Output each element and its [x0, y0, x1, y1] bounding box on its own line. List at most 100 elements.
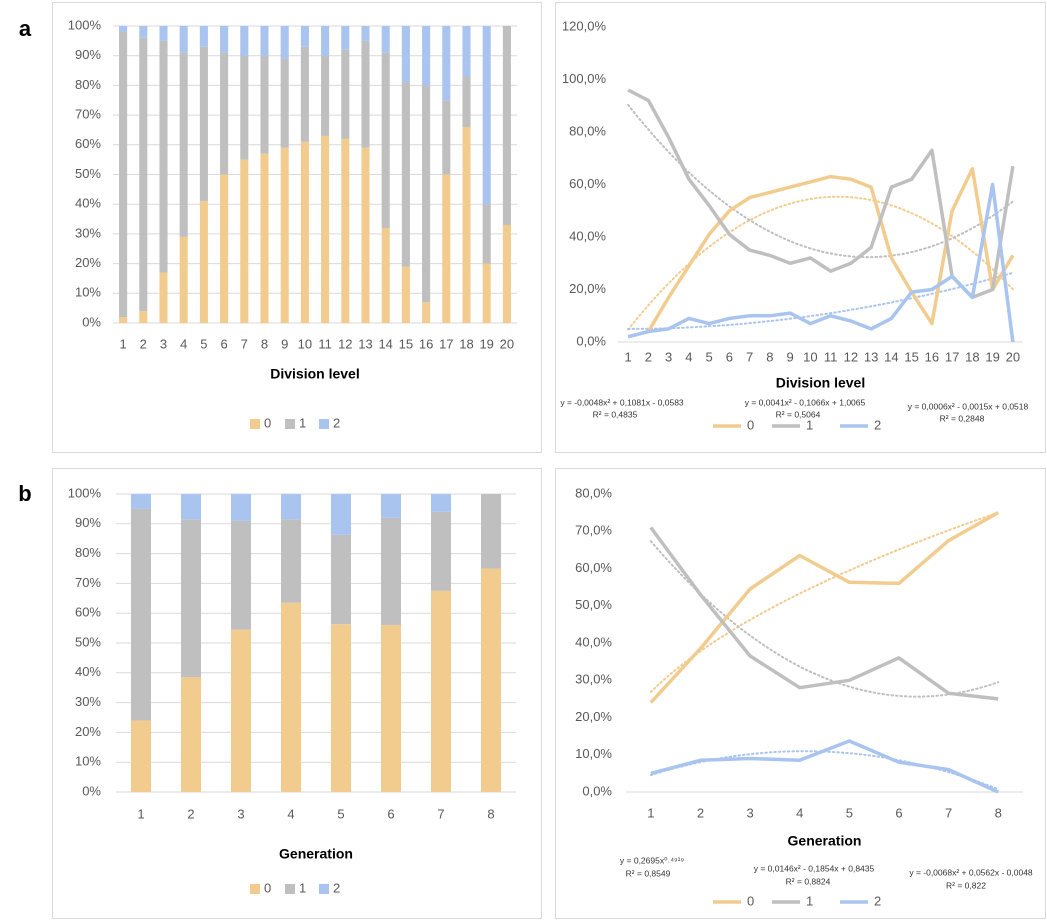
bar: [181, 677, 201, 792]
legend-swatch: [285, 419, 295, 429]
y-tick-label: 0,0%: [576, 333, 606, 348]
legend-label: 1: [806, 893, 813, 908]
y-tick-label: 120,0%: [562, 18, 607, 33]
panel-frame: [52, 468, 542, 919]
trendline: [649, 511, 1000, 693]
bar: [361, 147, 370, 323]
x-tick-label: 5: [846, 805, 853, 820]
x-axis-title: Division level: [270, 366, 359, 382]
bar: [361, 40, 370, 148]
legend-label: 2: [333, 415, 340, 430]
bar: [119, 317, 128, 323]
x-tick-label: 1: [625, 349, 632, 364]
bar: [401, 266, 410, 323]
bar: [431, 590, 451, 792]
legend-swatch: [250, 884, 260, 894]
x-tick-label: 3: [665, 349, 672, 364]
bar: [341, 26, 350, 50]
x-tick-label: 10: [803, 349, 817, 364]
x-tick-label: 7: [241, 336, 248, 351]
x-tick-label: 5: [200, 336, 207, 351]
bar: [381, 52, 390, 228]
legend-label: 2: [874, 417, 881, 432]
bar: [131, 494, 151, 509]
bar: [381, 494, 401, 518]
x-tick-label: 13: [358, 336, 372, 351]
y-tick-label: 70%: [75, 107, 101, 122]
bar: [381, 625, 401, 792]
trendline: [649, 540, 1000, 698]
x-axis-title: Division level: [776, 375, 865, 391]
panel-frame: [52, 2, 542, 453]
x-tick-label: 6: [387, 806, 394, 821]
bar: [139, 26, 148, 38]
bar: [131, 720, 151, 792]
x-tick-label: 11: [318, 336, 332, 351]
bar: [442, 174, 451, 323]
y-tick-label: 20,0%: [575, 709, 612, 724]
y-tick-label: 80%: [75, 77, 101, 92]
bar: [482, 26, 491, 205]
bar: [481, 494, 501, 569]
legend-label: 0: [264, 880, 271, 895]
bar: [199, 46, 208, 202]
bar: [231, 520, 251, 630]
bar: [462, 26, 471, 77]
bar: [119, 26, 128, 32]
bar: [341, 49, 350, 139]
y-tick-label: 20,0%: [569, 281, 606, 296]
trend-equation: y = -0,0068x² + 0,0562x - 0,0048: [909, 867, 1033, 877]
bar: [341, 138, 350, 323]
x-tick-label: 17: [439, 336, 453, 351]
x-tick-label: 4: [685, 349, 692, 364]
bar: [321, 26, 330, 56]
panel-label: a: [19, 16, 32, 41]
x-tick-label: 1: [647, 805, 654, 820]
bar: [281, 494, 301, 520]
y-tick-label: 30%: [75, 694, 101, 709]
y-tick-label: 100%: [68, 485, 102, 500]
x-tick-label: 13: [864, 349, 878, 364]
bar: [181, 519, 201, 678]
bar: [331, 624, 351, 792]
x-tick-label: 3: [237, 806, 244, 821]
bar: [240, 159, 249, 323]
y-tick-label: 30,0%: [575, 672, 612, 687]
legend-label: 0: [264, 415, 271, 430]
x-tick-label: 6: [895, 805, 902, 820]
bar: [502, 224, 511, 323]
x-tick-label: 14: [884, 349, 898, 364]
bar: [179, 52, 188, 237]
x-tick-label: 8: [766, 349, 773, 364]
line: [627, 88, 1015, 300]
y-tick-label: 10,0%: [575, 746, 612, 761]
legend-label: 2: [333, 880, 340, 895]
y-tick-label: 50%: [75, 166, 101, 181]
line: [649, 526, 999, 701]
bar: [139, 37, 148, 312]
x-tick-label: 8: [487, 806, 494, 821]
x-tick-label: 5: [706, 349, 713, 364]
bar: [381, 26, 390, 53]
bar: [431, 494, 451, 512]
bar: [462, 76, 471, 127]
x-tick-label: 16: [419, 336, 433, 351]
bar: [179, 236, 188, 323]
bar: [139, 311, 148, 323]
y-tick-label: 70%: [75, 575, 101, 590]
bar: [240, 26, 249, 56]
x-tick-label: 20: [500, 336, 514, 351]
y-tick-label: 40,0%: [569, 228, 606, 243]
bar: [220, 174, 229, 323]
bar: [131, 508, 151, 721]
x-axis-title: Generation: [788, 833, 862, 849]
y-tick-label: 0,0%: [582, 783, 612, 798]
x-tick-label: 20: [1006, 349, 1020, 364]
y-tick-label: 60%: [75, 136, 101, 151]
bar: [231, 629, 251, 792]
x-tick-label: 9: [281, 336, 288, 351]
bar: [260, 26, 269, 56]
bar: [119, 31, 128, 318]
y-tick-label: 80,0%: [569, 123, 606, 138]
x-tick-label: 14: [378, 336, 392, 351]
